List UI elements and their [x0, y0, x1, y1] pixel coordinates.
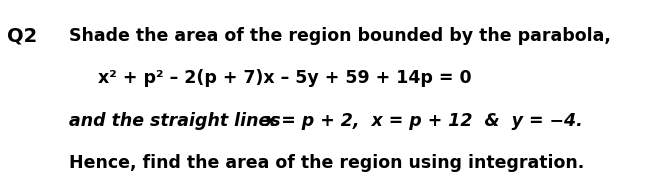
Text: and the straight lines: and the straight lines: [69, 112, 287, 130]
Text: Hence, find the area of the region using integration.: Hence, find the area of the region using…: [69, 154, 585, 172]
Text: x = p + 2,  x = p + 12  &  y = −4.: x = p + 2, x = p + 12 & y = −4.: [265, 112, 584, 130]
Text: x² + p² – 2(p + 7)x – 5y + 59 + 14p = 0: x² + p² – 2(p + 7)x – 5y + 59 + 14p = 0: [98, 69, 472, 87]
Text: Shade the area of the region bounded by the parabola,: Shade the area of the region bounded by …: [69, 27, 611, 45]
Text: Q2: Q2: [7, 27, 37, 46]
